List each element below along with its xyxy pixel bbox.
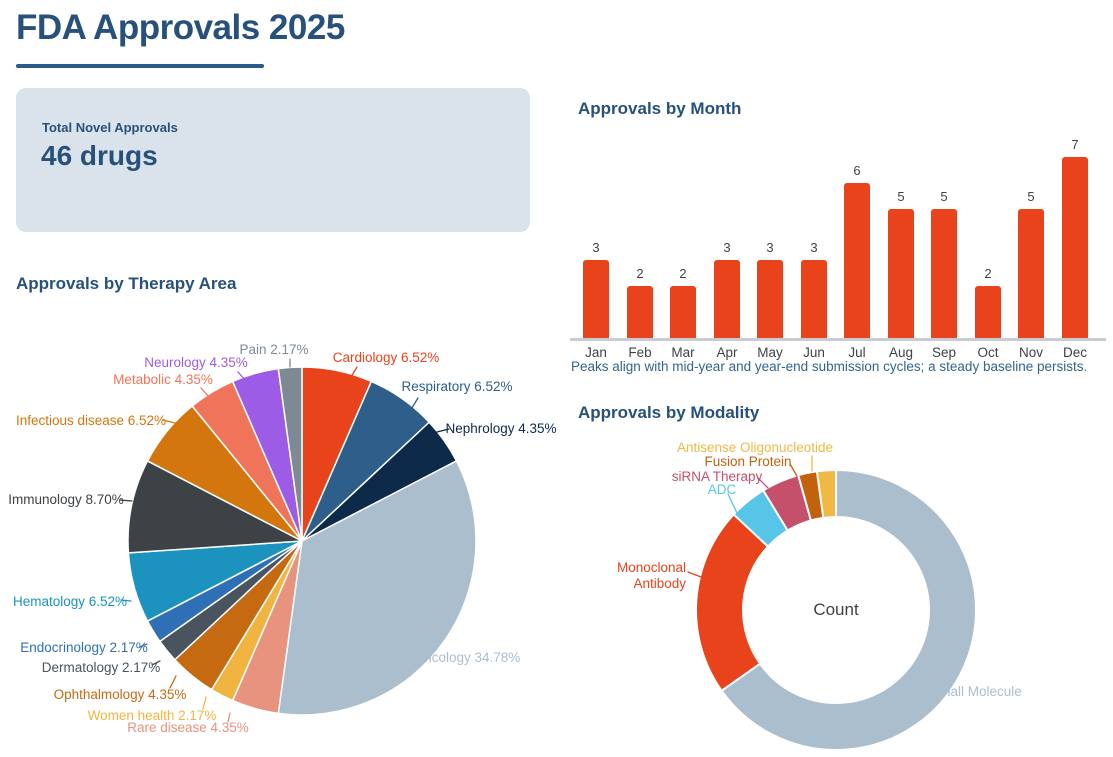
pie-leader-immunology (119, 499, 133, 502)
donut-chart-title: Approvals by Modality (578, 403, 760, 422)
bar-jan (583, 260, 609, 338)
pie-leader-hematology (120, 599, 132, 602)
bar-x-label-oct: Oct (977, 345, 999, 360)
pie-leader-ophthalmology (169, 675, 177, 689)
bar-x-label-sep: Sep (931, 345, 957, 360)
pie-label-dermatology: Dermatology 2.17% (41, 660, 161, 676)
pie-label-respiratory: Respiratory 6.52% (401, 379, 513, 395)
bar-apr (714, 260, 740, 338)
donut-label-adc: ADC (707, 482, 737, 498)
bar-chart-plot: 3 Jan 2 Feb 2 Mar 3 Apr 3 May 3 Jun 6 Jul 5 Aug 5 Sep 2 Oct… (560, 88, 1113, 388)
donut-leader-sirna-therapy (757, 477, 769, 489)
bar-x-label-jul: Jul (848, 345, 866, 360)
donut-leader-small-molecule (917, 681, 934, 689)
pie-label-neurology: Neurology 4.35% (144, 355, 248, 371)
donut-label-monoclonal-antibody: Monoclonal Antibody (616, 560, 686, 591)
bar-x-label-apr: Apr (716, 345, 738, 360)
pie-leader-dermatology (151, 660, 161, 666)
bar-value-label-aug: 5 (897, 189, 905, 204)
pie-leader-neurology (237, 371, 247, 382)
pie-label-endocrinology: Endocrinology 2.17% (20, 640, 148, 656)
bar-x-label-aug: Aug (888, 345, 914, 360)
donut-label-fusion-protein: Fusion Protein (704, 454, 792, 470)
bar-value-label-jun: 3 (810, 240, 818, 255)
bar-x-label-jun: Jun (803, 345, 825, 360)
pie-label-pain: Pain 2.17% (239, 342, 309, 358)
pie-leader-respiratory (409, 397, 419, 412)
bar-chart-caption: Peaks align with mid-year and year-end s… (571, 359, 1088, 374)
bar-value-label-dec: 7 (1071, 137, 1079, 152)
pie-label-oncology: Oncology 34.78% (413, 650, 521, 666)
bar-x-label-mar: Mar (671, 345, 695, 360)
donut-label-antisense-oligonucleotide: Antisense Oligonucleotide (676, 440, 834, 456)
pie-leader-metabolic (200, 387, 210, 398)
stat-card-total-approvals: Total Novel Approvals 46 drugs (16, 88, 530, 232)
bar-value-label-nov: 5 (1027, 189, 1035, 204)
donut-label-small-molecule: Small Molecule (930, 684, 1022, 700)
donut-leader-monoclonal-antibody (687, 571, 702, 578)
bar-jul (844, 183, 870, 338)
pie-label-hematology: Hematology 6.52% (12, 594, 128, 610)
bar-jun (801, 260, 827, 338)
bar-value-label-feb: 2 (636, 266, 644, 281)
pie-chart-title: Approvals by Therapy Area (16, 274, 237, 293)
donut-segment-monoclonal-antibody (694, 513, 770, 692)
bar-dec (1062, 157, 1088, 338)
pie-leader-women-health (202, 696, 207, 710)
pie-label-rare-disease: Rare disease 4.35% (127, 720, 249, 736)
pie-leader-infectious-disease (162, 419, 180, 425)
modality-donut (687, 455, 977, 751)
pie-leader-endocrinology (139, 643, 148, 648)
bar-aug (888, 209, 914, 338)
pie-slice-immunology (127, 460, 303, 554)
page-title: FDA Approvals 2025 (16, 8, 345, 47)
bar-value-label-mar: 2 (679, 266, 687, 281)
title-underline (16, 64, 264, 68)
bar-value-label-oct: 2 (984, 266, 992, 281)
bar-sep (931, 209, 957, 338)
bar-feb (627, 286, 653, 338)
donut-label-sirna-therapy: siRNA Therapy (671, 469, 763, 485)
pie-label-metabolic: Metabolic 4.35% (113, 372, 213, 388)
bar-value-label-apr: 3 (723, 240, 731, 255)
bar-oct (975, 286, 1001, 338)
donut-chart-section: Approvals by Modality Small Molecule Mono… (560, 396, 1113, 757)
bar-value-label-sep: 5 (940, 189, 948, 204)
pie-label-women-health: Women health 2.17% (87, 708, 217, 724)
donut-segment-small-molecule (720, 469, 977, 751)
pie-chart-section: Approvals by Therapy Area Cardiology 6.5… (0, 270, 560, 757)
pie-label-ophthalmology: Ophthalmology 4.35% (53, 687, 187, 703)
pie-label-nephrology: Nephrology 4.35% (445, 421, 557, 437)
pie-leader-cardiology (350, 366, 358, 378)
pie-leader-oncology (405, 656, 422, 659)
stat-card-label: Total Novel Approvals (42, 120, 178, 135)
bar-value-label-jul: 6 (853, 163, 861, 178)
donut-segment-antisense-oligonucleotide (815, 468, 837, 519)
bar-nov (1018, 209, 1044, 338)
pie-label-cardiology: Cardiology 6.52% (332, 350, 440, 366)
bar-chart-x-axis-line (570, 338, 1106, 341)
pie-label-infectious-disease: Infectious disease 6.52% (15, 413, 167, 429)
pie-leader-rare-disease (227, 712, 231, 723)
donut-leader-fusion-protein (789, 463, 798, 477)
bar-chart-section: Approvals by Month 3 Jan 2 Feb 2 Mar 3 Apr 3 May 3… (560, 88, 1113, 388)
bar-x-label-nov: Nov (1018, 345, 1043, 360)
pie-slice-oncology (277, 460, 477, 716)
donut-leader-adc (727, 493, 738, 514)
bar-x-label-may: May (757, 345, 783, 360)
therapy-area-pie (119, 358, 477, 723)
bar-x-label-dec: Dec (1062, 345, 1087, 360)
stat-card-value: 46 drugs (41, 140, 158, 171)
bar-value-label-jan: 3 (592, 240, 600, 255)
bar-mar (670, 286, 696, 338)
bar-x-label-jan: Jan (585, 345, 607, 360)
bar-x-label-feb: Feb (628, 345, 652, 360)
bar-may (757, 260, 783, 338)
pie-leader-nephrology (436, 428, 450, 433)
donut-center-label: Count (813, 600, 859, 619)
bar-chart-title: Approvals by Month (578, 99, 742, 118)
bar-value-label-may: 3 (766, 240, 774, 255)
pie-label-immunology: Immunology 8.70% (8, 492, 124, 508)
